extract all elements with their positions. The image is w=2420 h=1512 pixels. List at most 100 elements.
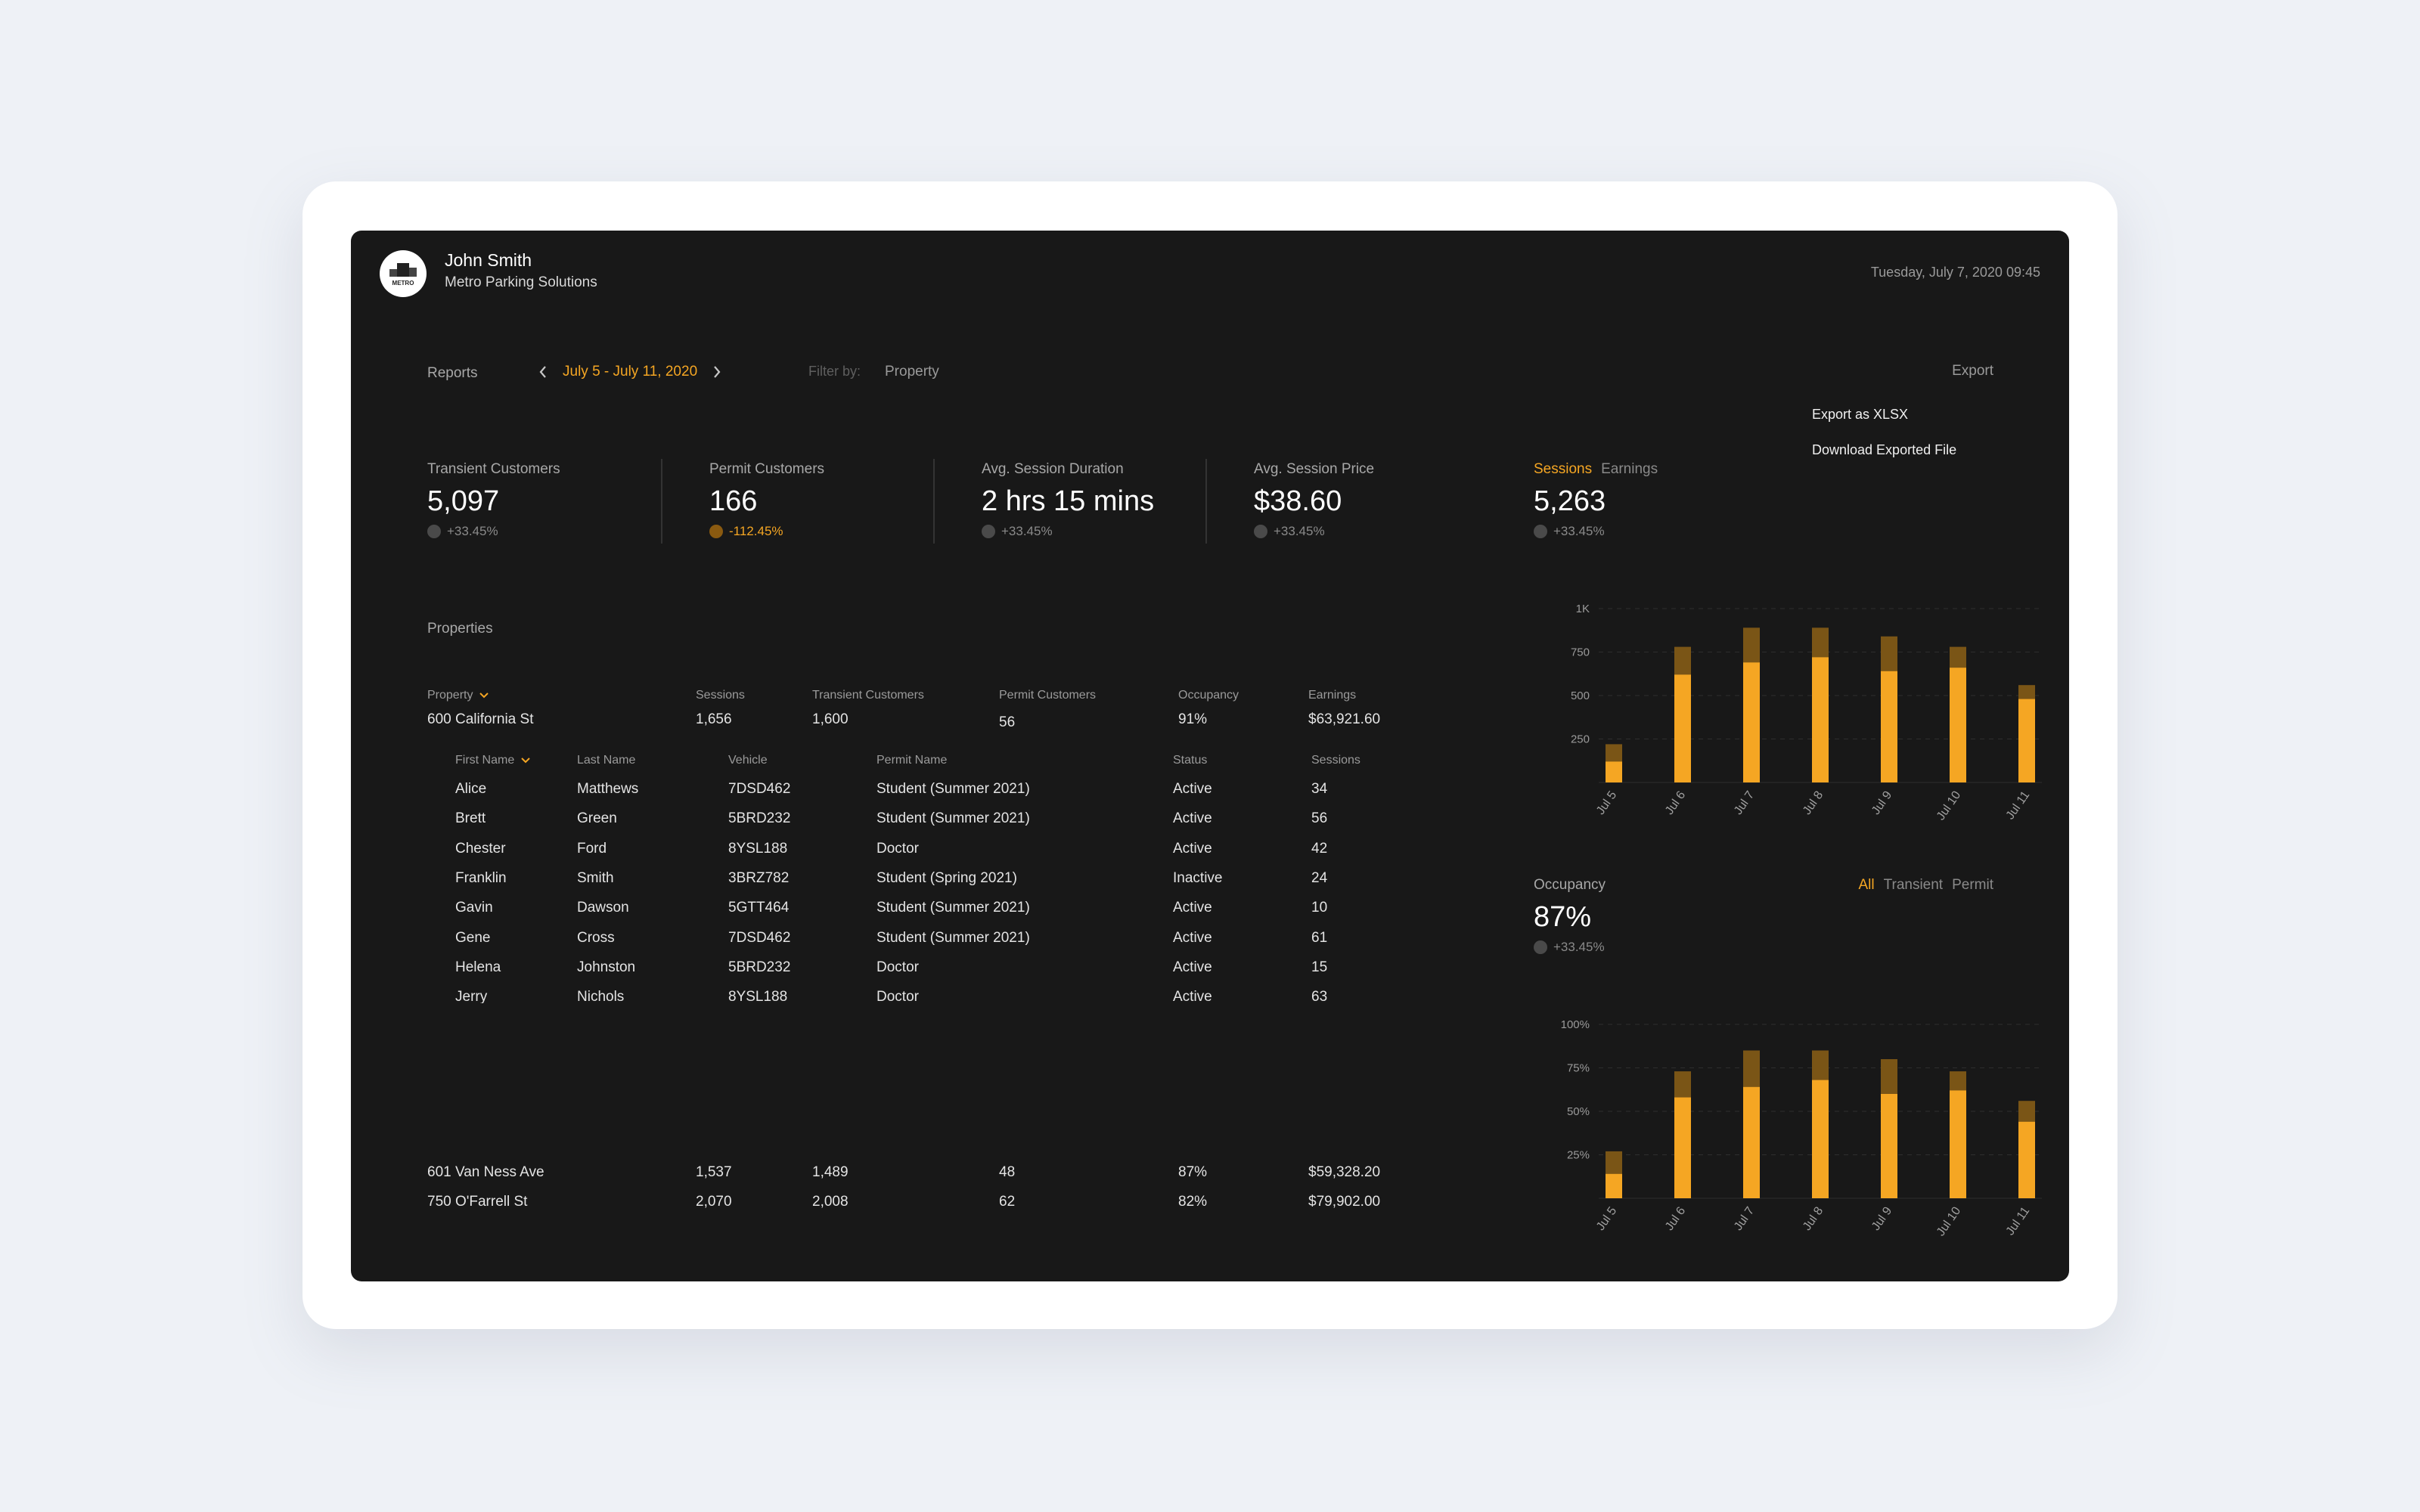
occupancy-title: Occupancy	[1534, 877, 1606, 893]
tab-earnings[interactable]: Earnings	[1601, 461, 1658, 477]
bar-primary[interactable]	[1606, 761, 1622, 782]
vehicle-header[interactable]: Vehicle	[728, 754, 768, 767]
last-name-cell: Matthews	[577, 781, 639, 797]
stat-value: 5,097	[427, 485, 500, 517]
permit-name-header[interactable]: Permit Name	[876, 754, 948, 767]
transient-header[interactable]: Transient Customers	[812, 689, 924, 702]
x-tick-label: Jul 8	[1801, 1204, 1826, 1233]
first-name-cell[interactable]: Jerry	[455, 989, 488, 1003]
bar-primary[interactable]	[1950, 1090, 1966, 1198]
list-item[interactable]: Alice Matthews 7DSD462 Student (Summer 2021…	[351, 776, 1788, 804]
status-cell: Inactive	[1173, 869, 1223, 886]
chevron-left-icon[interactable]	[535, 364, 551, 380]
tab-permit[interactable]: Permit	[1952, 877, 1993, 893]
vehicle-cell: 7DSD462	[728, 929, 791, 946]
last-name-cell: Smith	[577, 869, 614, 886]
bar-primary[interactable]	[1881, 671, 1897, 782]
tab-all[interactable]: All	[1858, 877, 1875, 893]
first-name-cell[interactable]: Helena	[455, 959, 501, 975]
status-header[interactable]: Status	[1173, 754, 1208, 767]
first-name-cell[interactable]: Alice	[455, 781, 487, 797]
property-transient: 1,489	[812, 1164, 849, 1180]
sessions-panel: Sessions Earnings 5,263 +33.45%	[1534, 461, 1658, 539]
occupancy-header[interactable]: Occupancy	[1178, 689, 1239, 702]
stat-delta: +33.45%	[1001, 524, 1053, 538]
vehicle-cell: 8YSL188	[728, 840, 788, 857]
bar-primary[interactable]	[1812, 1080, 1829, 1198]
x-tick-label: Jul 7	[1732, 1204, 1757, 1233]
bar-primary[interactable]	[1743, 662, 1760, 782]
bar-primary[interactable]	[1606, 1173, 1622, 1198]
tab-sessions[interactable]: Sessions	[1534, 461, 1593, 477]
list-item[interactable]: Jerry Nichols 8YSL188 Doctor Active 63	[351, 984, 1788, 1003]
first-name-cell[interactable]: Franklin	[455, 869, 507, 886]
reports-label: Reports	[427, 365, 478, 381]
export-button[interactable]: Export	[1952, 363, 1993, 379]
permit-header[interactable]: Permit Customers	[999, 689, 1097, 702]
property-column-header[interactable]: Property	[427, 689, 489, 702]
bar-primary[interactable]	[2018, 1121, 2035, 1198]
list-item[interactable]: Helena Johnston 5BRD232 Doctor Active 15	[351, 955, 1788, 982]
property-permit[interactable]: 56	[999, 714, 1016, 730]
export-xlsx-item[interactable]: Export as XLSX	[1812, 407, 1909, 422]
dashboard: METRO John Smith Metro Parking Solutions…	[351, 231, 2069, 1281]
stat-divider	[933, 459, 935, 544]
bar-primary[interactable]	[1674, 674, 1691, 782]
first-name-cell[interactable]: Gene	[455, 929, 491, 946]
occupancy-tabs: All Transient Permit	[1858, 877, 1993, 894]
bar-primary[interactable]	[1881, 1094, 1897, 1198]
list-item[interactable]: Gene Cross 7DSD462 Student (Summer 2021) Act…	[351, 925, 1788, 953]
stat-value: $38.60	[1254, 485, 1342, 517]
last-name-cell: Cross	[577, 929, 615, 946]
permit-name-cell: Student (Summer 2021)	[876, 929, 1030, 946]
trend-icon	[427, 525, 441, 538]
property-name[interactable]: 601 Van Ness Ave	[427, 1164, 544, 1180]
stat-permit-customers: Permit Customers 166 -112.45%	[709, 461, 824, 539]
trend-icon	[1254, 525, 1267, 538]
occupancy-panel: Occupancy 87% +33.45%	[1534, 877, 1606, 955]
stat-label: Avg. Session Price	[1254, 461, 1375, 477]
tab-transient[interactable]: Transient	[1883, 877, 1944, 893]
filter-dropdown[interactable]: Property	[885, 364, 939, 380]
permit-name-cell: Doctor	[876, 989, 919, 1003]
company-logo: METRO	[380, 250, 427, 297]
list-item[interactable]: Brett Green 5BRD232 Student (Summer 2021) Ac…	[351, 806, 1788, 833]
x-tick-label: Jul 6	[1663, 1204, 1688, 1233]
bar-primary[interactable]	[2018, 699, 2035, 782]
property-name[interactable]: 600 California St	[427, 711, 534, 727]
trend-icon	[1534, 525, 1547, 538]
sessions-sub-header[interactable]: Sessions	[1311, 754, 1360, 767]
occupancy-value: 87%	[1534, 901, 1592, 933]
status-cell: Active	[1173, 840, 1212, 857]
bar-primary[interactable]	[1812, 657, 1829, 782]
first-name-cell[interactable]: Gavin	[455, 900, 493, 916]
last-name-header[interactable]: Last Name	[577, 754, 636, 767]
filter-label: Filter by:	[808, 364, 861, 379]
first-name-cell[interactable]: Chester	[455, 840, 506, 857]
list-item[interactable]: Gavin Dawson 5GTT464 Student (Summer 2021) A…	[351, 895, 1788, 922]
status-cell: Active	[1173, 989, 1212, 1003]
bar-primary[interactable]	[1950, 668, 1966, 782]
last-name-cell: Dawson	[577, 900, 629, 916]
property-earnings: $59,328.20	[1308, 1164, 1381, 1180]
y-tick-label: 750	[1571, 646, 1590, 659]
first-name-header[interactable]: First Name	[455, 754, 531, 767]
chevron-right-icon[interactable]	[709, 364, 724, 380]
download-exported-item[interactable]: Download Exported File	[1812, 442, 1957, 457]
property-name[interactable]: 750 O'Farrell St	[427, 1194, 528, 1210]
list-item[interactable]: Franklin Smith 3BRZ782 Student (Spring 2021…	[351, 866, 1788, 893]
x-tick-label: Jul 11	[2004, 789, 2033, 822]
last-name-cell: Green	[577, 810, 617, 827]
list-item[interactable]: Chester Ford 8YSL188 Doctor Active 42	[351, 836, 1788, 863]
bar-primary[interactable]	[1743, 1086, 1760, 1198]
first-name-cell[interactable]: Brett	[455, 810, 486, 827]
user-name[interactable]: John Smith	[445, 250, 532, 270]
last-name-cell: Ford	[577, 840, 607, 857]
bar-primary[interactable]	[1674, 1097, 1691, 1198]
sessions-header[interactable]: Sessions	[696, 689, 745, 702]
earnings-header[interactable]: Earnings	[1308, 689, 1357, 702]
stat-delta: +33.45%	[447, 524, 498, 538]
x-tick-label: Jul 5	[1594, 1204, 1619, 1233]
property-occupancy: 91%	[1178, 711, 1208, 727]
date-range-label[interactable]: July 5 - July 11, 2020	[563, 364, 698, 380]
